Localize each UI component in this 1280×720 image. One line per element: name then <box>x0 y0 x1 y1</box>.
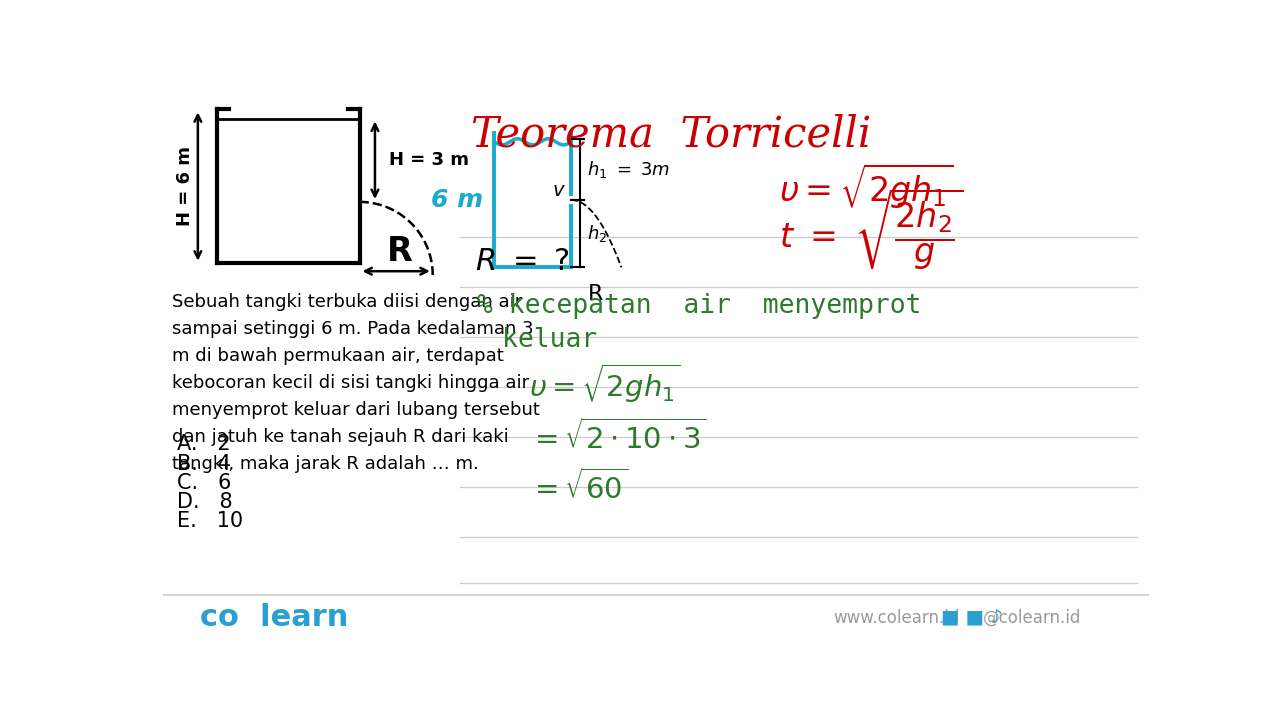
Text: 6 m: 6 m <box>430 188 483 212</box>
Text: Teorema  Torricelli: Teorema Torricelli <box>471 113 872 156</box>
Text: $\upsilon = \sqrt{2gh_1}$: $\upsilon = \sqrt{2gh_1}$ <box>780 162 954 211</box>
Text: E.   10: E. 10 <box>177 511 243 531</box>
Text: C.   6: C. 6 <box>177 473 232 493</box>
Text: $t\ =\ \sqrt{\dfrac{2h_2}{g}}$: $t\ =\ \sqrt{\dfrac{2h_2}{g}}$ <box>780 186 964 271</box>
Text: $\upsilon = \sqrt{2gh_1}$: $\upsilon = \sqrt{2gh_1}$ <box>529 361 681 405</box>
Text: $h_1\ =\ 3m$: $h_1\ =\ 3m$ <box>588 159 671 180</box>
Text: Sebuah tangki terbuka diisi dengan air
sampai setinggi 6 m. Pada kedalaman 3
m d: Sebuah tangki terbuka diisi dengan air s… <box>173 293 540 473</box>
Text: % kecepatan  air  menyemprot: % kecepatan air menyemprot <box>477 293 922 319</box>
Text: $h_2$: $h_2$ <box>588 223 608 244</box>
Text: A.   2: A. 2 <box>177 434 230 454</box>
Text: H = 3 m: H = 3 m <box>389 151 468 169</box>
Text: $R\ =\ ?$: $R\ =\ ?$ <box>475 246 570 277</box>
Text: www.colearn.id: www.colearn.id <box>833 608 960 626</box>
Text: R: R <box>387 235 412 269</box>
Text: $= \sqrt{2 \cdot 10 \cdot 3}$: $= \sqrt{2 \cdot 10 \cdot 3}$ <box>529 419 707 455</box>
Text: H = 6 m: H = 6 m <box>175 146 193 227</box>
Text: ■ ■ ♪: ■ ■ ♪ <box>941 608 1002 627</box>
Text: R: R <box>589 284 604 305</box>
Text: @colearn.id: @colearn.id <box>983 608 1082 626</box>
Text: $= \sqrt{60}$: $= \sqrt{60}$ <box>529 469 628 505</box>
Text: co  learn: co learn <box>200 603 348 632</box>
Text: $v$: $v$ <box>552 181 566 200</box>
Text: keluar: keluar <box>502 328 598 354</box>
Text: D.   8: D. 8 <box>177 492 233 512</box>
Text: B.   4: B. 4 <box>177 454 232 474</box>
